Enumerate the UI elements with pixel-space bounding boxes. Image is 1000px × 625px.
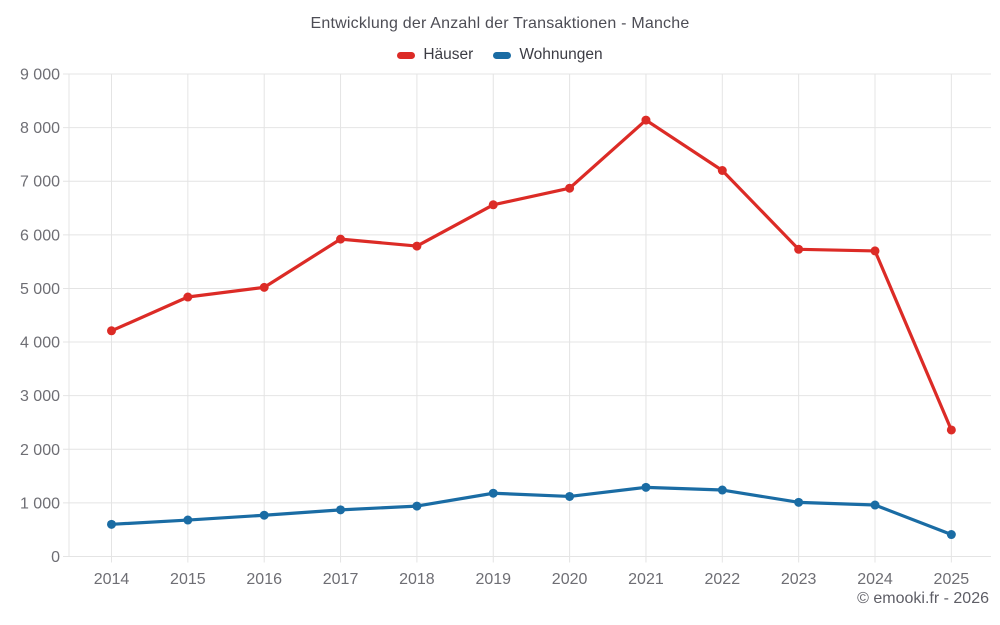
x-axis-tick-label: 2017 xyxy=(323,571,359,588)
data-point-h-user-2024[interactable] xyxy=(870,246,880,256)
data-point-h-user-2025[interactable] xyxy=(946,425,956,435)
chart-title: Entwicklung der Anzahl der Transaktionen… xyxy=(310,15,690,32)
copyright-credit: © emooki.fr - 2026 xyxy=(857,590,989,607)
y-axis-tick-label: 6 000 xyxy=(20,227,60,244)
data-point-wohnungen-2018[interactable] xyxy=(412,501,422,511)
x-axis-tick-label: 2022 xyxy=(705,571,741,588)
data-point-h-user-2021[interactable] xyxy=(641,115,651,125)
y-axis-tick-label: 0 xyxy=(51,549,60,566)
x-axis-tick-label: 2021 xyxy=(628,571,664,588)
chart-legend: Häuser Wohnungen xyxy=(0,46,1000,64)
x-axis-tick-label: 2024 xyxy=(857,571,893,588)
x-axis-tick-label: 2018 xyxy=(399,571,435,588)
y-axis-tick-label: 9 000 xyxy=(20,67,60,84)
x-axis-tick-label: 2014 xyxy=(94,571,130,588)
series-line-h-user xyxy=(109,118,953,432)
data-point-wohnungen-2024[interactable] xyxy=(870,500,880,510)
y-axis-tick-label: 7 000 xyxy=(20,174,60,191)
legend-item-wohnungen[interactable]: Wohnungen xyxy=(493,46,603,64)
data-point-h-user-2020[interactable] xyxy=(565,183,575,193)
data-point-h-user-2017[interactable] xyxy=(336,234,346,244)
data-point-wohnungen-2020[interactable] xyxy=(565,491,575,501)
x-axis-tick-label: 2019 xyxy=(475,571,511,588)
data-point-h-user-2022[interactable] xyxy=(717,166,727,175)
legend-item-hauser[interactable]: Häuser xyxy=(397,46,473,64)
series-line-wohnungen xyxy=(109,485,953,537)
data-point-h-user-2016[interactable] xyxy=(259,282,269,292)
data-point-wohnungen-2022[interactable] xyxy=(717,485,727,495)
data-point-h-user-2023[interactable] xyxy=(794,244,804,254)
x-axis-tick-label: 2016 xyxy=(246,571,282,588)
data-point-h-user-2015[interactable] xyxy=(183,292,193,302)
legend-swatch-hauser-icon xyxy=(397,51,416,59)
data-point-wohnungen-2016[interactable] xyxy=(259,510,269,520)
x-axis-tick-label: 2015 xyxy=(170,571,206,588)
data-point-wohnungen-2021[interactable] xyxy=(641,482,651,492)
legend-swatch-wohnungen-icon xyxy=(493,51,512,59)
y-axis-tick-label: 3 000 xyxy=(20,388,60,405)
y-axis-tick-label: 4 000 xyxy=(20,335,60,352)
x-axis-tick-label: 2023 xyxy=(781,571,817,588)
data-point-wohnungen-2019[interactable] xyxy=(488,488,498,498)
data-point-h-user-2019[interactable] xyxy=(488,200,498,210)
x-axis-tick-label: 2025 xyxy=(934,571,970,588)
y-axis-tick-label: 2 000 xyxy=(20,442,60,459)
data-point-h-user-2018[interactable] xyxy=(412,241,422,251)
data-point-wohnungen-2017[interactable] xyxy=(336,505,346,515)
data-point-h-user-2014[interactable] xyxy=(107,326,116,336)
y-axis-tick-label: 1 000 xyxy=(20,495,60,512)
data-point-wohnungen-2023[interactable] xyxy=(794,497,804,507)
y-axis-tick-label: 5 000 xyxy=(20,281,60,298)
x-axis-tick-label: 2020 xyxy=(552,571,588,588)
legend-label-wohnungen: Wohnungen xyxy=(519,46,603,63)
y-axis-tick-label: 8 000 xyxy=(20,120,60,137)
data-point-wohnungen-2014[interactable] xyxy=(107,519,116,529)
legend-label-hauser: Häuser xyxy=(423,46,474,63)
data-point-wohnungen-2025[interactable] xyxy=(946,530,956,540)
data-point-wohnungen-2015[interactable] xyxy=(183,515,193,525)
